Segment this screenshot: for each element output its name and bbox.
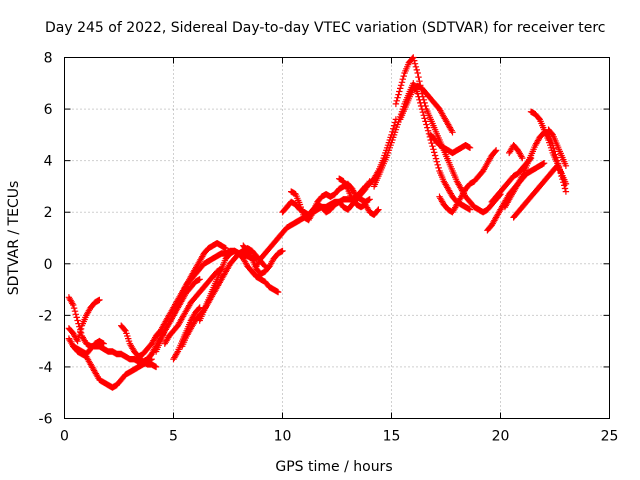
x-tick-label: 10 <box>274 429 292 445</box>
data-point-markers <box>152 276 203 355</box>
y-tick-label: -2 <box>39 308 53 324</box>
series-trace-21 <box>436 147 500 216</box>
series-trace-27 <box>527 108 570 188</box>
data-point-markers <box>436 147 500 216</box>
data-point-markers <box>506 142 526 162</box>
series-trace-11 <box>196 247 282 324</box>
chart-title: Day 245 of 2022, Sidereal Day-to-day VTE… <box>45 20 605 36</box>
y-tick-label: 0 <box>44 257 53 273</box>
y-tick-label: 6 <box>44 102 53 118</box>
data-point-markers <box>336 175 382 218</box>
data-point-markers <box>161 265 225 347</box>
y-tick-label: -4 <box>39 360 53 376</box>
x-tick-label: 15 <box>383 429 401 445</box>
x-tick-label: 20 <box>492 429 510 445</box>
series-trace-4 <box>70 337 107 358</box>
y-axis-tick-labels: -6 -4 -2 0 2 4 6 8 <box>39 51 53 428</box>
x-tick-label: 25 <box>601 429 619 445</box>
series-trace-7 <box>152 276 203 355</box>
data-marks <box>65 54 570 391</box>
y-tick-label: -6 <box>39 412 53 428</box>
series-trace-26 <box>506 142 526 162</box>
x-tick-label: 5 <box>169 429 178 445</box>
series-trace-20 <box>427 131 474 157</box>
y-tick-label: 4 <box>44 154 53 170</box>
series-trace-19 <box>397 82 456 136</box>
data-point-markers <box>397 82 456 136</box>
x-axis-tick-labels: 0 5 10 15 20 25 <box>60 429 618 445</box>
data-point-markers <box>196 247 282 324</box>
y-tick-label: 8 <box>44 51 53 67</box>
data-point-markers <box>527 108 570 188</box>
y-axis-label: SDTVAR / TECUs <box>6 181 22 296</box>
data-point-markers <box>427 131 474 157</box>
grid-lines <box>64 57 610 419</box>
series-trace-2 <box>65 296 103 345</box>
data-point-markers <box>65 296 103 345</box>
series-trace-16 <box>336 175 382 218</box>
series-trace-28 <box>545 126 570 169</box>
data-point-markers <box>545 126 570 169</box>
x-axis-label: GPS time / hours <box>275 459 392 475</box>
data-point-markers <box>70 337 107 358</box>
plot-frame <box>64 57 610 419</box>
y-tick-label: 2 <box>44 205 53 221</box>
x-tick-label: 0 <box>60 429 69 445</box>
axis-ticks <box>64 57 610 419</box>
series-trace-8 <box>161 265 225 347</box>
